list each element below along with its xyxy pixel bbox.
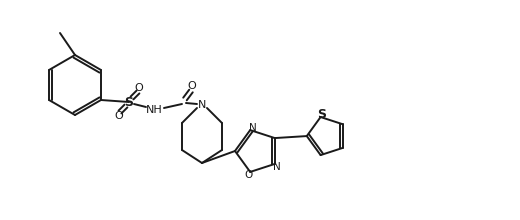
Text: S: S bbox=[124, 95, 134, 108]
Text: O: O bbox=[135, 83, 144, 93]
Text: S: S bbox=[317, 108, 326, 121]
Text: O: O bbox=[188, 81, 197, 91]
Text: N: N bbox=[273, 162, 281, 172]
Text: O: O bbox=[114, 111, 123, 121]
Text: N: N bbox=[249, 123, 257, 133]
Text: NH: NH bbox=[146, 105, 162, 115]
Text: N: N bbox=[198, 100, 206, 110]
Text: O: O bbox=[244, 170, 252, 180]
